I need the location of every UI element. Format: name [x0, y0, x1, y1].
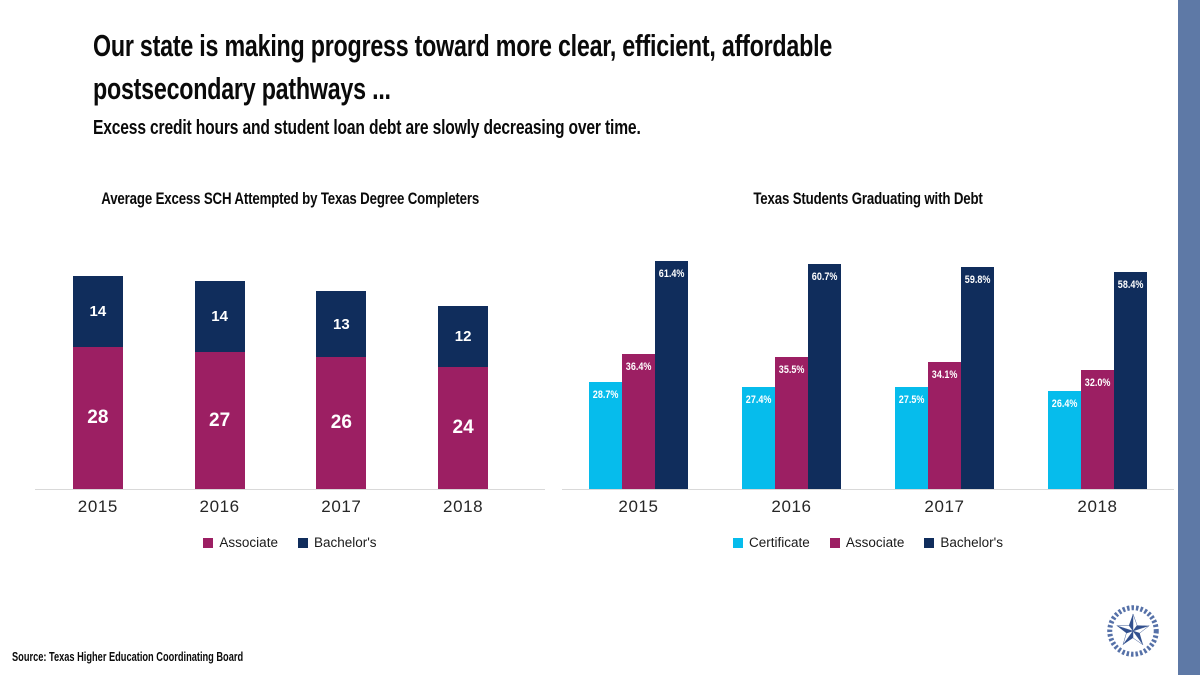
slide-title: Our state is making progress toward more… [93, 24, 1078, 110]
bar: 59.8% [961, 266, 994, 489]
axis-year-label: 2017 [321, 497, 362, 516]
bar-value-label: 36.4% [625, 360, 652, 373]
stacked-bar: 13 26 [316, 291, 367, 489]
legend-swatch [733, 537, 744, 548]
legend-swatch [924, 537, 935, 548]
axis-year-label: 2017 [924, 497, 965, 516]
bar-value-label: 28.7% [592, 389, 619, 402]
legend-swatch [203, 537, 214, 548]
bar-group: 27.4% 35.5% 60.7% [742, 263, 841, 489]
bar-value-label: 32.0% [1084, 377, 1111, 390]
bar: 27.4% [742, 387, 775, 489]
bar-segment: 28 [72, 347, 123, 489]
bar-value-label: 26 [330, 412, 352, 434]
bar-value-label: 12 [454, 328, 472, 346]
axis-year-label: 2016 [771, 497, 812, 516]
legend-swatch [829, 537, 840, 548]
bar-segment: 13 [316, 291, 367, 358]
chart-column: 26.4% 32.0% 58.4% [1021, 227, 1174, 489]
bar: 61.4% [655, 261, 688, 489]
chart-column: 27.4% 35.5% 60.7% [715, 227, 868, 489]
debt-chart: Texas Students Graduating with Debt 28.7… [562, 185, 1174, 565]
chart-column: 14 28 [37, 227, 159, 489]
stacked-bar: 14 28 [72, 276, 123, 489]
legend-label: Associate [845, 535, 905, 550]
bar-segment: 24 [438, 367, 489, 489]
bar: 28.7% [589, 382, 622, 489]
legend-item: Associate [203, 535, 278, 550]
slide-title-line1: Our state is making progress toward more… [93, 28, 833, 63]
legend-label: Associate [219, 535, 278, 550]
excess-sch-bars: 14 28 14 27 13 26 12 24 [37, 227, 524, 489]
bar: 26.4% [1048, 390, 1081, 489]
slide-title-line2: postsecondary pathways ... [93, 71, 391, 106]
bar: 32.0% [1081, 370, 1114, 489]
bar: 60.7% [808, 263, 841, 489]
stacked-bar: 12 24 [438, 306, 489, 489]
axis-year-label: 2015 [77, 497, 118, 516]
legend-label: Bachelor's [313, 535, 377, 550]
debt-bars: 28.7% 36.4% 61.4% 27.4% 35.5% 60.7% 27.5% 34.1%… [562, 227, 1174, 489]
bar-value-label: 28 [87, 407, 109, 428]
excess-sch-legend: Associate Bachelor's [35, 535, 545, 550]
bar: 35.5% [775, 357, 808, 489]
bar-value-label: 35.5% [778, 364, 805, 377]
stacked-bar: 14 27 [194, 281, 245, 489]
bar-value-label: 59.8% [964, 273, 991, 286]
legend-item: Associate [829, 535, 905, 550]
bar-value-label: 13 [333, 315, 350, 333]
bar-group: 26.4% 32.0% 58.4% [1048, 272, 1147, 489]
bar-value-label: 27 [209, 409, 231, 431]
bar-value-label: 27.5% [898, 393, 925, 406]
bar-value-label: 58.4% [1117, 279, 1144, 292]
bar-value-label: 34.1% [931, 369, 958, 382]
bar-value-label: 26.4% [1051, 397, 1078, 410]
bar: 34.1% [928, 362, 961, 489]
excess-sch-x-axis: 2015 2016 2017 2018 [37, 497, 524, 517]
axis-year-label: 2015 [618, 497, 659, 516]
bar-value-label: 24 [452, 417, 474, 439]
bar-value-label: 60.7% [811, 270, 838, 283]
legend-item: Bachelor's [297, 535, 377, 550]
legend-item: Certificate [733, 535, 810, 550]
bar: 58.4% [1114, 272, 1147, 489]
bar: 36.4% [622, 353, 655, 489]
legend-label: Bachelor's [940, 535, 1003, 550]
debt-x-axis: 2015 2016 2017 2018 [562, 497, 1174, 517]
bar-value-label: 14 [89, 303, 107, 320]
debt-plot-area: 28.7% 36.4% 61.4% 27.4% 35.5% 60.7% 27.5% 34.1%… [562, 227, 1174, 490]
debt-legend: Certificate Associate Bachelor's [562, 535, 1174, 550]
bar-value-label: 61.4% [658, 268, 685, 280]
accent-stripe [1178, 0, 1200, 675]
bar-segment: 14 [194, 281, 245, 353]
bar-segment: 26 [316, 357, 367, 489]
axis-year-label: 2016 [199, 497, 240, 516]
chart-column: 13 26 [281, 227, 403, 489]
axis-year-label: 2018 [1077, 497, 1118, 516]
slide-subtitle: Excess credit hours and student loan deb… [93, 117, 641, 139]
chart-column: 14 27 [159, 227, 281, 489]
source-note: Source: Texas Higher Education Coordinat… [12, 650, 244, 664]
bar-value-label: 27.4% [745, 394, 772, 407]
thecb-star-wreath-logo [1107, 605, 1159, 657]
bar-segment: 14 [72, 276, 123, 347]
excess-sch-chart-title: Average Excess SCH Attempted by Texas De… [101, 189, 479, 208]
bar-segment: 12 [438, 306, 489, 368]
legend-swatch [297, 537, 308, 548]
chart-column: 12 24 [402, 227, 524, 489]
bar-group: 28.7% 36.4% 61.4% [589, 261, 688, 489]
bar: 27.5% [895, 386, 928, 489]
excess-sch-plot-area: 14 28 14 27 13 26 12 24 [35, 227, 545, 490]
chart-column: 28.7% 36.4% 61.4% [562, 227, 715, 489]
bar-group: 27.5% 34.1% 59.8% [895, 266, 994, 489]
bar-value-label: 14 [211, 308, 228, 326]
legend-item: Bachelor's [924, 535, 1003, 550]
axis-year-label: 2018 [443, 497, 484, 516]
legend-label: Certificate [749, 535, 810, 550]
excess-sch-chart: Average Excess SCH Attempted by Texas De… [35, 185, 545, 565]
bar-segment: 27 [194, 352, 245, 489]
debt-chart-title: Texas Students Graduating with Debt [753, 189, 983, 208]
chart-column: 27.5% 34.1% 59.8% [868, 227, 1021, 489]
